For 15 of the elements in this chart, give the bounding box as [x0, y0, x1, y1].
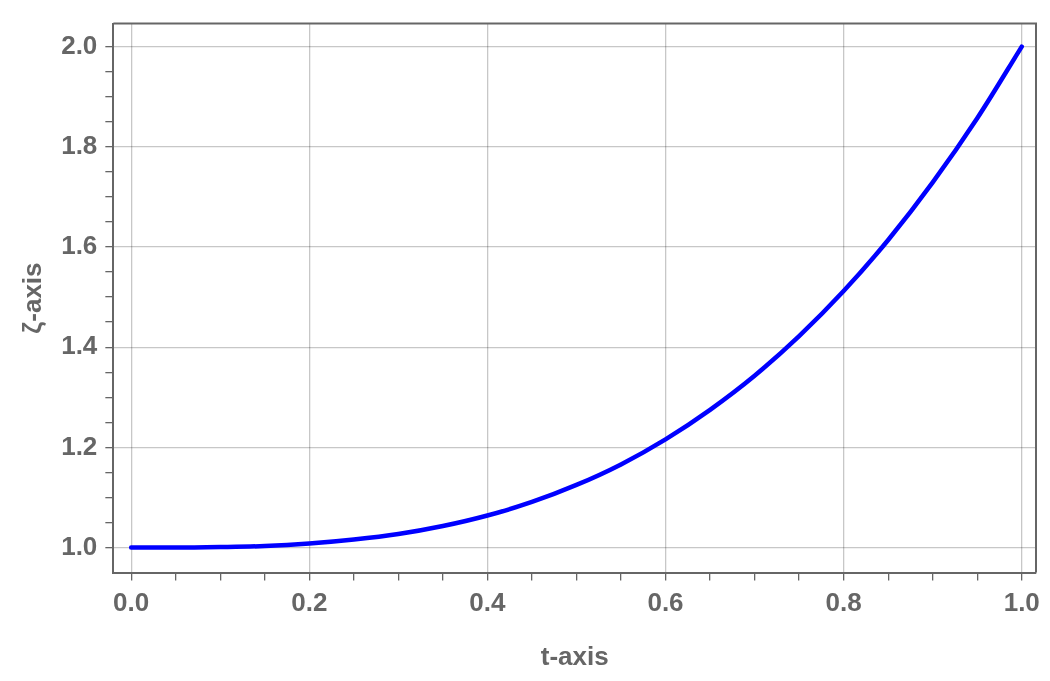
x-tick-label: 0.0 — [113, 587, 150, 618]
y-tick-label: 1.4 — [61, 330, 98, 361]
x-tick-label: 0.6 — [647, 587, 684, 618]
x-axis-title: t-axis — [540, 640, 609, 671]
y-tick-label: 1.8 — [61, 130, 98, 160]
y-axis-title: ζ-axis — [16, 262, 47, 334]
y-tick-label: 1.0 — [61, 530, 98, 561]
y-tick-label: 2.0 — [61, 29, 98, 60]
x-tick-label: 0.4 — [469, 587, 506, 618]
line-series — [128, 44, 1024, 550]
x-tick-label: 1.0 — [1003, 587, 1040, 618]
x-tick-label: 0.2 — [291, 587, 328, 618]
y-tick-label: 1.2 — [61, 430, 98, 461]
y-tick-label: 1.6 — [61, 230, 98, 261]
x-tick-label: 0.8 — [825, 587, 862, 618]
